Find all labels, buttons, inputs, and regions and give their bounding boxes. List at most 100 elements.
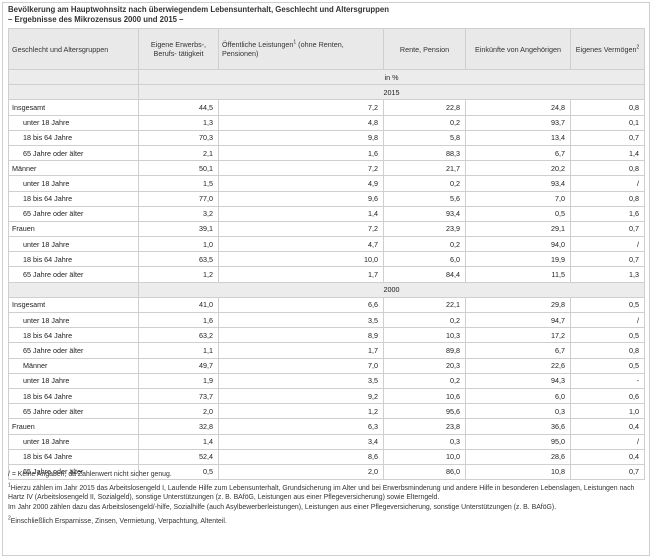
table-body: in % 2015 Insgesamt 44,5 7,2 22,8 24,8 0,8 unter… [8, 68, 645, 481]
value-cell: 2,1 [138, 144, 219, 162]
table-row: Männer 50,1 7,2 21,7 20,2 0,8 [8, 160, 645, 177]
table-row: 18 bis 64 Jahre 63,2 8,9 10,3 17,2 0,5 [8, 327, 645, 344]
value-cell: 70,3 [138, 129, 219, 146]
value-cell: 95,6 [383, 403, 466, 420]
value-cell: 0,7 [570, 251, 645, 268]
value-cell: 0,5 [570, 357, 645, 374]
header-verm-footnote: 2 [636, 44, 640, 51]
row-label: Insgesamt [8, 99, 139, 116]
value-cell: 4,9 [218, 175, 384, 192]
value-cell: 2,0 [138, 403, 219, 420]
table-subtitle: – Ergebnisse des Mikrozensus 2000 und 20… [8, 15, 184, 24]
value-cell: 84,4 [383, 266, 466, 283]
row-label: unter 18 Jahre [8, 114, 139, 131]
value-cell: 0,3 [465, 403, 571, 420]
footnote-2-text: Einschließlich Ersparnisse, Zinsen, Verm… [10, 517, 227, 525]
value-cell: 94,3 [465, 372, 571, 389]
header-oeff: Öffentliche Leistungen1 (ohne Renten, Pe… [218, 28, 384, 70]
value-cell: 9,8 [218, 129, 384, 146]
value-cell: 0,5 [465, 205, 571, 222]
footnote-1: 1Hierzu zählen im Jahr 2015 das Arbeitsl… [8, 483, 644, 502]
unit-row: in % [8, 68, 645, 86]
row-label: 18 bis 64 Jahre [8, 251, 139, 268]
table-row: 65 Jahre oder älter 2,1 1,6 88,3 6,7 1,4 [8, 144, 645, 162]
value-cell: 6,7 [465, 342, 571, 359]
value-cell: 1,5 [138, 175, 219, 192]
value-cell: 24,8 [465, 99, 571, 116]
value-cell: 10,0 [383, 448, 466, 465]
value-cell: 22,6 [465, 357, 571, 374]
table-row: unter 18 Jahre 1,5 4,9 0,2 93,4/ [8, 175, 645, 192]
value-cell: 2,0 [218, 463, 384, 481]
value-cell: 94,7 [465, 311, 571, 329]
value-cell: 6,6 [218, 296, 384, 314]
row-label: 65 Jahre oder älter [8, 144, 139, 162]
year-label: 2000 [138, 281, 645, 298]
unit-label: in % [138, 68, 645, 86]
table-row: 65 Jahre oder älter 0,5 2,0 86,0 10,8 0,7 [8, 463, 645, 481]
value-cell: 22,1 [383, 296, 466, 314]
value-cell: 1,2 [218, 403, 384, 420]
value-cell: 20,2 [465, 160, 571, 177]
row-label: 65 Jahre oder älter [8, 342, 139, 359]
year-label: 2015 [138, 84, 645, 101]
value-cell: 10,3 [383, 327, 466, 344]
value-cell: 0,5 [570, 327, 645, 344]
value-cell: 0,2 [383, 311, 466, 329]
row-label: Frauen [8, 418, 139, 435]
table-row: 65 Jahre oder älter 3,2 1,4 93,4 0,5 1,6 [8, 205, 645, 222]
value-cell: - [570, 372, 645, 389]
row-label: 65 Jahre oder älter [8, 463, 139, 481]
value-cell: 3,5 [218, 311, 384, 329]
value-cell: 0,8 [570, 342, 645, 359]
value-cell: 4,8 [218, 114, 384, 131]
value-cell: 29,1 [465, 220, 571, 238]
value-cell: 0,2 [383, 175, 466, 192]
value-cell: 0,2 [383, 372, 466, 389]
value-cell: 0,7 [570, 129, 645, 146]
unit-blank-cell [8, 68, 139, 86]
row-label: unter 18 Jahre [8, 372, 139, 389]
value-cell: 0,2 [383, 114, 466, 131]
value-cell: 21,7 [383, 160, 466, 177]
table-row: 18 bis 64 Jahre 63,5 10,0 6,0 19,9 0,7 [8, 251, 645, 268]
value-cell: 1,2 [138, 266, 219, 283]
row-label: unter 18 Jahre [8, 311, 139, 329]
value-cell: 1,1 [138, 342, 219, 359]
table-row: 18 bis 64 Jahre 77,0 9,6 5,6 7,0 0,8 [8, 190, 645, 207]
value-cell: 0,8 [570, 190, 645, 207]
value-cell: 39,1 [138, 220, 219, 238]
value-cell: 0,8 [570, 160, 645, 177]
value-cell: 19,9 [465, 251, 571, 268]
year-blank-cell [8, 84, 139, 101]
value-cell: 1,9 [138, 372, 219, 389]
value-cell: / [570, 236, 645, 253]
year-row: 2000 [8, 281, 645, 298]
footnote-1-text: Hierzu zählen im Jahr 2015 das Arbeitslo… [8, 485, 635, 502]
value-cell: 7,0 [465, 190, 571, 207]
table-row: 65 Jahre oder älter 1,1 1,7 89,8 6,7 0,8 [8, 342, 645, 359]
value-cell: 89,8 [383, 342, 466, 359]
statistics-table: Geschlecht und Altersgruppen Eigene Erwe… [8, 28, 645, 481]
table-row: Frauen 32,8 6,3 23,8 36,6 0,4 [8, 418, 645, 435]
value-cell: 8,6 [218, 448, 384, 465]
value-cell: 63,2 [138, 327, 219, 344]
row-label: 18 bis 64 Jahre [8, 327, 139, 344]
value-cell: 8,9 [218, 327, 384, 344]
table-row: Insgesamt 44,5 7,2 22,8 24,8 0,8 [8, 99, 645, 116]
footnote-slash: / = Keine Angaben, da Zahlenwert nicht s… [8, 471, 172, 478]
value-cell: 1,0 [138, 236, 219, 253]
value-cell: 1,7 [218, 342, 384, 359]
value-cell: 3,5 [218, 372, 384, 389]
value-cell: 29,8 [465, 296, 571, 314]
footnote-1-continued: Im Jahr 2000 zählen dazu das Arbeitslose… [8, 503, 557, 511]
value-cell: 0,2 [383, 236, 466, 253]
value-cell: 1,0 [570, 403, 645, 420]
table-row: 18 bis 64 Jahre 52,4 8,6 10,0 28,6 0,4 [8, 448, 645, 465]
row-label: 18 bis 64 Jahre [8, 190, 139, 207]
value-cell: 5,6 [383, 190, 466, 207]
header-group: Geschlecht und Altersgruppen [8, 28, 139, 70]
value-cell: 50,1 [138, 160, 219, 177]
header-row: Geschlecht und Altersgruppen Eigene Erwe… [8, 28, 645, 70]
header-oeff-label: Öffentliche Leistungen [222, 40, 294, 49]
